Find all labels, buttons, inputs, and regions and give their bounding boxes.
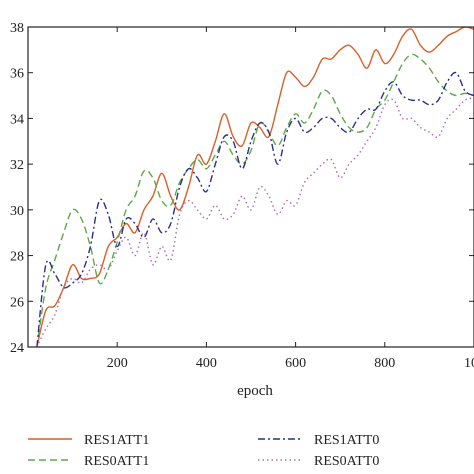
series-line-res1att1 <box>36 27 474 347</box>
legend-label: RES1ATT1 <box>84 433 149 448</box>
x-tick-label: 600 <box>285 356 306 371</box>
legend: RES1ATT1 RES1ATT0 RES0ATT1 RES0ATT0 <box>28 433 379 469</box>
y-tick-label: 34 <box>10 112 24 127</box>
y-tick-label: 28 <box>10 250 24 265</box>
x-tick-label: 10 <box>464 356 474 371</box>
legend-label: RES1ATT0 <box>314 433 379 448</box>
series-line-res0att1 <box>36 53 474 347</box>
y-tick-label: 30 <box>10 204 24 219</box>
y-tick-label: 26 <box>10 295 24 310</box>
legend-label: RES0ATT0 <box>314 454 379 469</box>
x-axis-label: epoch <box>237 383 273 399</box>
y-tick-label: 36 <box>10 67 24 82</box>
y-tick-label: 38 <box>10 21 24 36</box>
x-tick-label: 200 <box>107 356 128 371</box>
plot-frame <box>27 26 474 348</box>
x-tick-label: 800 <box>374 356 395 371</box>
series-line-res1att0 <box>36 71 474 347</box>
legend-label: RES0ATT1 <box>84 454 149 469</box>
y-tick-label: 32 <box>10 158 24 173</box>
x-tick-label: 400 <box>196 356 217 371</box>
y-tick-label: 24 <box>10 341 24 356</box>
